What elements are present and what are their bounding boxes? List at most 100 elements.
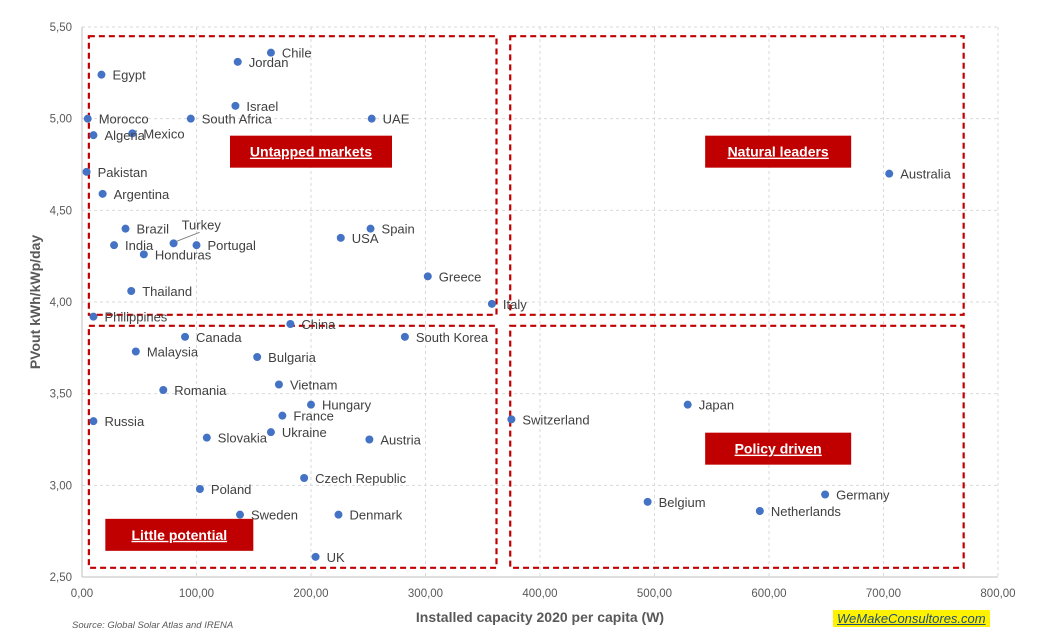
point-label: Brazil <box>137 222 170 237</box>
data-point <box>274 380 283 389</box>
data-point <box>97 70 106 79</box>
y-tick-label: 3,50 <box>50 389 72 401</box>
data-point <box>127 287 136 295</box>
quadrant-box <box>509 35 965 316</box>
point-label: Algeria <box>104 128 145 143</box>
y-tick-label: 3,00 <box>50 480 72 492</box>
point-label: Philippines <box>104 310 167 325</box>
x-tick-label: 300,00 <box>408 588 443 600</box>
point-label: India <box>125 238 154 253</box>
point-label: Pakistan <box>98 165 148 180</box>
point-label: Australia <box>900 167 951 182</box>
point-label: Denmark <box>349 508 402 523</box>
data-point <box>89 417 98 426</box>
data-point <box>755 507 764 515</box>
data-point <box>300 474 309 482</box>
point-label: UK <box>327 550 345 565</box>
quadrant-tag-label: Little potential <box>131 527 227 543</box>
point-label: Honduras <box>155 247 212 262</box>
x-tick-label: 100,00 <box>179 588 214 600</box>
point-label: Ukraine <box>282 425 327 440</box>
quadrant-tags: Untapped markets Natural leaders Little po… <box>105 135 852 551</box>
quadrant-tag-box <box>705 135 852 168</box>
grid-lines <box>81 26 999 578</box>
x-tick-label: 200,00 <box>293 588 328 600</box>
point-label: Egypt <box>112 68 146 83</box>
data-point <box>253 353 262 361</box>
point-label: Hungary <box>322 398 372 413</box>
data-point <box>366 224 375 233</box>
data-point <box>89 131 98 140</box>
data-point <box>202 433 211 442</box>
point-label: Jordan <box>249 55 289 70</box>
point-label: Canada <box>196 330 242 345</box>
point-label: Greece <box>439 269 482 284</box>
point-label: Russia <box>104 414 145 429</box>
data-point <box>367 114 376 123</box>
point-label: Morocco <box>99 112 149 127</box>
brand-link[interactable]: WeMakeConsultores.com <box>833 610 990 627</box>
quadrant-tag-box <box>230 135 392 168</box>
data-point <box>181 332 190 341</box>
data-point <box>643 497 652 506</box>
data-point <box>400 332 409 341</box>
y-tick-label: 5,50 <box>50 22 72 34</box>
quadrant-tag-label: Untapped markets <box>250 144 372 160</box>
x-tick-label: 600,00 <box>751 588 786 600</box>
data-point <box>365 435 374 444</box>
point-label: USA <box>352 231 379 246</box>
quadrant-box <box>87 35 498 316</box>
point-label: France <box>293 409 333 424</box>
data-point <box>307 400 315 409</box>
data-point <box>121 224 130 233</box>
point-label: Sweden <box>251 508 298 523</box>
data-point <box>286 320 295 328</box>
y-tick-label: 5,00 <box>50 114 72 126</box>
data-point <box>266 48 275 57</box>
y-tick-label: 2,50 <box>50 572 72 584</box>
data-point <box>821 490 830 499</box>
data-point <box>82 167 91 176</box>
point-label: Austria <box>380 433 421 448</box>
point-label: Italy <box>503 297 527 312</box>
point-label: Bulgaria <box>268 350 316 365</box>
data-point <box>192 241 201 250</box>
data-point <box>110 241 119 250</box>
data-points <box>82 48 894 561</box>
source-note: Source: Global Solar Atlas and IRENA <box>72 620 234 631</box>
x-tick-label: 500,00 <box>637 588 672 600</box>
data-point <box>159 386 168 394</box>
point-label: Germany <box>836 488 890 503</box>
point-label: Belgium <box>659 495 706 510</box>
point-label: Argentina <box>114 187 170 202</box>
y-tick-label: 4,50 <box>50 205 72 217</box>
data-point <box>233 57 242 66</box>
data-point <box>231 101 240 110</box>
data-point <box>169 239 178 248</box>
data-point <box>423 272 432 281</box>
point-label: Czech Republic <box>315 471 407 486</box>
data-point <box>128 129 137 138</box>
data-point <box>195 485 204 493</box>
axis-ticks: 0,00 100,00 200,00 300,00 400,00 500,00 600,00… <box>50 22 1016 600</box>
quadrant-tag-label: Natural leaders <box>728 144 829 160</box>
quadrant-tag-box <box>705 432 852 465</box>
y-axis-title: PVout kWh/kWp/day <box>27 235 43 370</box>
x-tick-label: 400,00 <box>522 588 557 600</box>
data-point <box>311 552 320 561</box>
x-tick-label: 0,00 <box>71 588 93 600</box>
point-label: Japan <box>699 398 734 413</box>
point-label: Switzerland <box>522 412 589 427</box>
quadrant-tag-box <box>105 518 254 551</box>
y-tick-label: 4,00 <box>50 297 72 309</box>
point-label: Thailand <box>142 284 192 299</box>
point-label: UAE <box>383 112 410 127</box>
data-point <box>266 428 275 437</box>
point-label: Netherlands <box>771 504 842 519</box>
point-label: Portugal <box>208 238 257 253</box>
data-point <box>507 415 516 424</box>
point-label: South Korea <box>416 330 489 345</box>
point-label: China <box>301 317 336 332</box>
point-label: Romania <box>174 383 227 398</box>
